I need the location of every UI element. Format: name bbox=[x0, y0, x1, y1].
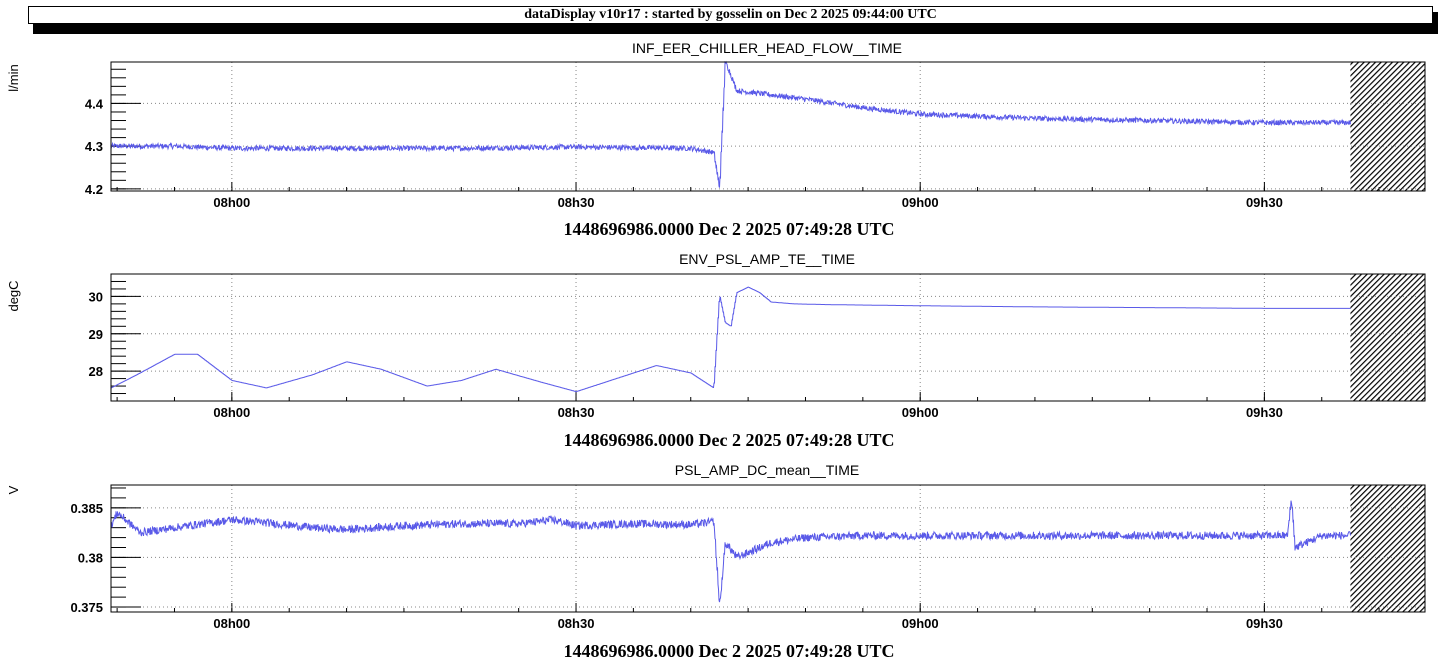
y-axis-label: degC bbox=[6, 280, 21, 311]
y-tick-label: 28 bbox=[89, 364, 103, 379]
x-tick-label: 09h00 bbox=[902, 195, 939, 210]
y-axis-label: V bbox=[6, 485, 21, 494]
series-line bbox=[111, 286, 1351, 393]
x-axis-label: 1448696986.0000 Dec 2 2025 07:49:28 UTC bbox=[564, 430, 895, 450]
y-tick-label: 30 bbox=[89, 289, 103, 304]
no-data-region bbox=[1350, 274, 1425, 401]
plot-frame bbox=[110, 61, 1426, 192]
x-axis-label: 1448696986.0000 Dec 2 2025 07:49:28 UTC bbox=[564, 641, 895, 661]
y-tick-label: 0.385 bbox=[70, 501, 103, 516]
plot-frame bbox=[110, 484, 1426, 613]
plot-area: 08h00 08h30 09h00 09h30 28 29 30 bbox=[89, 273, 1426, 420]
series-line bbox=[110, 500, 1351, 603]
x-tick-label: 08h00 bbox=[213, 405, 250, 420]
y-tick-label: 0.375 bbox=[70, 600, 103, 615]
x-tick-label: 08h30 bbox=[558, 616, 595, 631]
y-tick-label: 4.2 bbox=[85, 182, 103, 197]
x-tick-label: 09h30 bbox=[1246, 405, 1283, 420]
chart-title: INF_EER_CHILLER_HEAD_FLOW__TIME bbox=[632, 40, 902, 56]
x-tick-label: 09h00 bbox=[902, 405, 939, 420]
no-data-region bbox=[1350, 62, 1425, 191]
x-tick-label: 08h30 bbox=[558, 405, 595, 420]
x-tick-label: 09h00 bbox=[902, 616, 939, 631]
chart-title: ENV_PSL_AMP_TE__TIME bbox=[679, 251, 855, 267]
x-tick-label: 08h00 bbox=[213, 195, 250, 210]
x-tick-label: 08h30 bbox=[558, 195, 595, 210]
y-axis-label: l/min bbox=[6, 64, 21, 91]
chart-psl-amp-dc-mean: PSL_AMP_DC_mean__TIME V 1448696986.0000 … bbox=[6, 462, 1426, 661]
x-axis-label: 1448696986.0000 Dec 2 2025 07:49:28 UTC bbox=[564, 219, 895, 239]
y-tick-label: 4.4 bbox=[85, 96, 104, 111]
plot-area: 08h00 08h30 09h00 09h30 0.375 0.38 0.385 bbox=[70, 484, 1426, 631]
plot-area: 08h00 08h30 09h00 09h30 4.2 4.3 4.4 bbox=[85, 60, 1426, 210]
x-tick-label: 08h00 bbox=[213, 616, 250, 631]
plot-frame bbox=[110, 273, 1426, 402]
page-title: dataDisplay v10r17 : started by gosselin… bbox=[28, 6, 1433, 24]
chart-inf-eer-chiller-head-flow: INF_EER_CHILLER_HEAD_FLOW__TIME l/min 14… bbox=[6, 40, 1426, 239]
no-data-region bbox=[1350, 485, 1425, 612]
x-tick-label: 09h30 bbox=[1246, 195, 1283, 210]
y-tick-label: 29 bbox=[89, 327, 103, 342]
y-tick-label: 4.3 bbox=[85, 139, 103, 154]
y-tick-label: 0.38 bbox=[78, 550, 103, 565]
chart-env-psl-amp-te: ENV_PSL_AMP_TE__TIME degC 1448696986.000… bbox=[6, 251, 1426, 450]
chart-title: PSL_AMP_DC_mean__TIME bbox=[675, 462, 859, 478]
series-line bbox=[110, 60, 1351, 188]
x-tick-label: 09h30 bbox=[1246, 616, 1283, 631]
